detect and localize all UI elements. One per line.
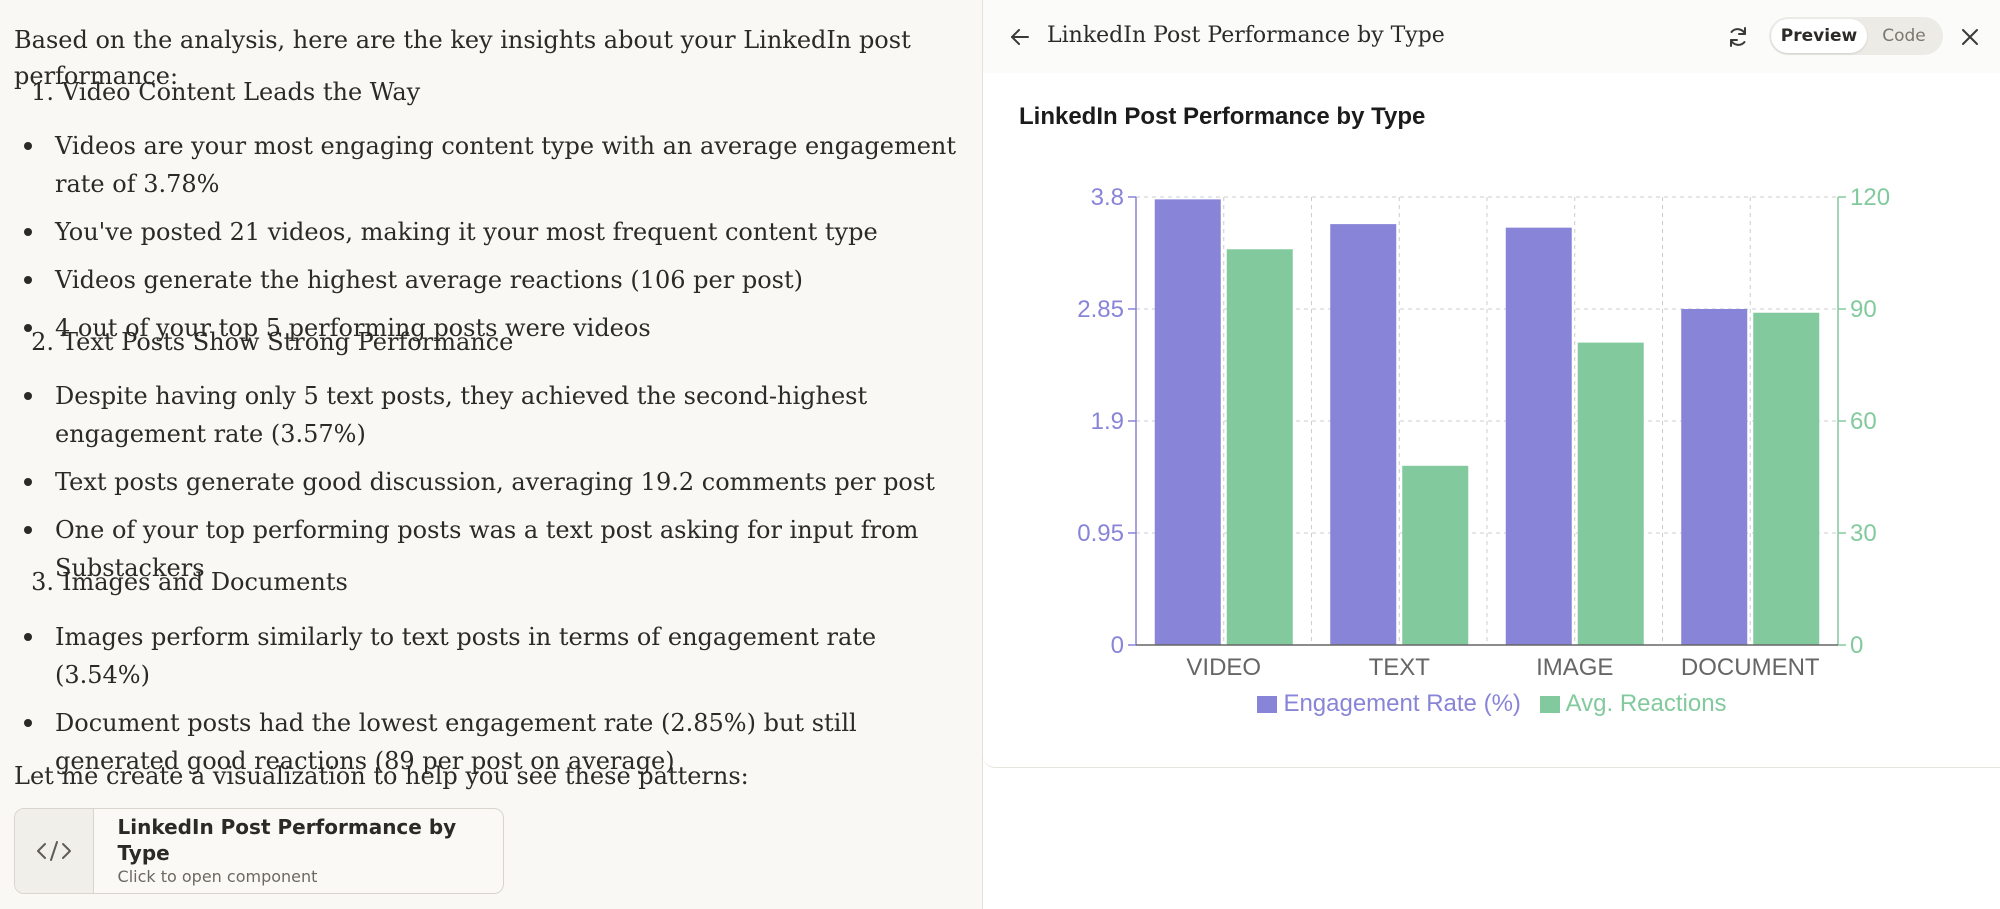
view-toggle: Preview Code	[1769, 17, 1943, 55]
bar-reactions-image	[1577, 342, 1644, 645]
y-tick-label-left: 0.95	[1077, 520, 1124, 547]
list-item: Videos generate the highest average reac…	[0, 261, 975, 299]
code-icon	[15, 809, 94, 893]
bar-chart: VIDEO TEXT IMAGE DOCUMENT 0 0.95 1.9 2.85 3.8 0 30…	[1077, 184, 1890, 681]
list-item: Text posts generate good discussion, ave…	[0, 463, 975, 501]
list-item: Images perform similarly to text posts i…	[0, 618, 975, 694]
y-tick-label-right: 0	[1850, 632, 1863, 659]
intro-text: Based on the analysis, here are the key …	[14, 26, 911, 90]
artifact-panel: LinkedIn Post Performance by Type Previe…	[982, 0, 2000, 909]
legend-swatch	[1257, 695, 1278, 713]
section-heading: 2. Text Posts Show Strong Performance	[31, 328, 514, 356]
outro-text: Let me create a visualization to help yo…	[14, 762, 749, 790]
x-tick-label: VIDEO	[1186, 654, 1261, 681]
section-heading: 1. Video Content Leads the Way	[31, 78, 421, 106]
y-tick-label-left: 2.85	[1077, 296, 1124, 323]
list-item: 4 out of your top 5 performing posts wer…	[0, 309, 975, 347]
chat-transcript: Based on the analysis, here are the key …	[0, 0, 982, 909]
panel-title: LinkedIn Post Performance by Type	[1047, 23, 1445, 48]
x-tick-label: DOCUMENT	[1681, 654, 1820, 681]
bar-reactions-document	[1753, 312, 1820, 645]
y-tick-label-right: 120	[1850, 184, 1890, 211]
bullet-list: Images perform similarly to text posts i…	[0, 618, 975, 790]
x-tick-label: IMAGE	[1536, 654, 1613, 681]
refresh-icon[interactable]	[1723, 22, 1753, 52]
y-tick-label-right: 60	[1850, 408, 1877, 435]
artifact-card-subtitle: Click to open component	[117, 867, 318, 886]
bar-engagement-text	[1330, 224, 1397, 645]
tab-code[interactable]: Code	[1882, 26, 1926, 46]
bar-engagement-image	[1505, 227, 1572, 645]
list-item: Despite having only 5 text posts, they a…	[0, 377, 975, 453]
bar-reactions-video	[1226, 249, 1293, 645]
chart-card: VIDEO TEXT IMAGE DOCUMENT 0 0.95 1.9 2.85 3.8 0 30…	[983, 73, 2000, 768]
chart-title: LinkedIn Post Performance by Type	[1019, 103, 1426, 130]
bar-reactions-text	[1402, 465, 1469, 645]
legend-item-reactions[interactable]: Avg. Reactions	[1539, 690, 1727, 718]
legend-swatch	[1539, 695, 1560, 713]
close-icon[interactable]	[1955, 22, 1985, 52]
bar-engagement-video	[1154, 199, 1221, 645]
y-tick-label-right: 90	[1850, 296, 1877, 323]
arrow-left-icon[interactable]	[1005, 22, 1035, 52]
section-heading: 3. Images and Documents	[31, 568, 348, 596]
legend-item-engagement[interactable]: Engagement Rate (%)	[1257, 690, 1521, 718]
list-item: Document posts had the lowest engagement…	[0, 704, 975, 780]
artifact-card[interactable]: LinkedIn Post Performance by Type Click …	[14, 808, 504, 894]
tab-preview[interactable]: Preview	[1771, 19, 1867, 53]
list-item: You've posted 21 videos, making it your …	[0, 213, 975, 251]
list-item: Videos are your most engaging content ty…	[0, 127, 975, 203]
y-tick-label-left: 3.8	[1091, 184, 1124, 211]
y-tick-label-left: 1.9	[1091, 408, 1124, 435]
y-tick-label-left: 0	[1111, 632, 1124, 659]
bullet-list: Videos are your most engaging content ty…	[0, 127, 975, 357]
list-item: One of your top performing posts was a t…	[0, 511, 975, 587]
legend-label: Avg. Reactions	[1565, 690, 1727, 717]
y-tick-label-right: 30	[1850, 520, 1877, 547]
chart-legend: Engagement Rate (%) Avg. Reactions	[983, 690, 2000, 720]
legend-label: Engagement Rate (%)	[1283, 690, 1521, 717]
panel-header: LinkedIn Post Performance by Type Previe…	[983, 0, 2000, 74]
x-tick-label: TEXT	[1369, 654, 1431, 681]
artifact-card-title: LinkedIn Post Performance by Type	[117, 815, 457, 865]
bar-engagement-document	[1681, 309, 1748, 645]
bullet-list: Despite having only 5 text posts, they a…	[0, 377, 975, 597]
